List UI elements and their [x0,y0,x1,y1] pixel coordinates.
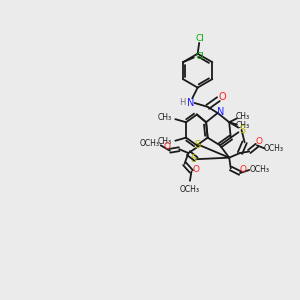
Text: Cl: Cl [196,52,204,61]
Text: O: O [256,137,263,146]
Text: OCH₃: OCH₃ [180,185,200,194]
Text: S: S [239,125,245,135]
Text: N: N [187,98,194,108]
Text: CH₃: CH₃ [236,121,250,130]
Text: CH₃: CH₃ [236,112,250,121]
Text: O: O [193,166,200,175]
Text: OCH₃: OCH₃ [264,144,284,153]
Text: O: O [240,165,247,174]
Text: H: H [179,98,185,107]
Text: CH₃: CH₃ [158,137,172,146]
Text: N: N [217,107,224,117]
Text: S: S [191,154,197,164]
Text: OCH₃: OCH₃ [250,166,270,175]
Text: S: S [195,140,201,150]
Text: O: O [163,142,170,152]
Text: Cl: Cl [196,34,204,43]
Text: O: O [218,92,226,102]
Text: CH₃: CH₃ [158,113,172,122]
Text: OCH₃: OCH₃ [140,139,160,148]
